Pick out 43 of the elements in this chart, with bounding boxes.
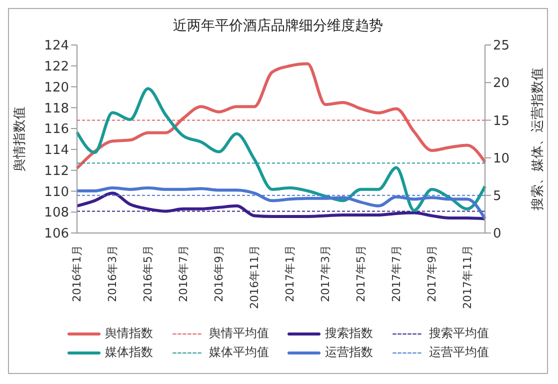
chart-title: 近两年平价酒店品牌细分维度趋势	[172, 17, 384, 35]
legend-label: 舆情平均值	[209, 325, 269, 342]
y2-tick-label: 0	[493, 226, 502, 242]
y2-tick-label: 20	[493, 76, 510, 92]
x-tick-label: 2017年3月	[318, 245, 332, 302]
x-tick-label: 2016年5月	[141, 245, 154, 302]
x-tick-label: 2016年1月	[70, 245, 84, 302]
y2-tick-label: 10	[493, 151, 510, 166]
x-tick-label: 2017年9月	[425, 245, 438, 302]
x-tick-label: 2016年9月	[212, 245, 226, 302]
x-tick-label: 2016年7月	[176, 245, 190, 302]
y-tick-label: 122	[44, 60, 69, 75]
y-tick-label: 110	[44, 184, 69, 200]
legend-label: 舆情指数	[105, 325, 153, 342]
legend-label: 运营指数	[325, 344, 373, 361]
y2-tick-label: 5	[493, 189, 502, 204]
legend-label: 搜索平均值	[429, 325, 489, 342]
y2-tick-label: 15	[493, 114, 510, 129]
line-series	[76, 87, 486, 212]
legend-label: 运营平均值	[429, 344, 489, 361]
y2-axis-title: 搜索、媒体、运营指数值	[530, 68, 546, 210]
legend-label: 媒体平均值	[209, 344, 269, 361]
x-tick-label: 2017年11月	[460, 245, 474, 309]
legend-label: 媒体指数	[105, 344, 153, 361]
y-axis-title: 舆情指数值	[12, 106, 28, 172]
y2-tick-label: 25	[493, 38, 510, 54]
legend-label: 搜索指数	[325, 325, 373, 342]
y-tick-label: 112	[44, 164, 69, 179]
y-tick-label: 116	[44, 122, 69, 138]
y-tick-label: 114	[44, 143, 69, 158]
x-tick-label: 2017年5月	[354, 245, 368, 302]
y-tick-label: 108	[44, 206, 69, 221]
y-tick-label: 118	[44, 101, 69, 116]
line-series	[76, 62, 486, 170]
line-series	[76, 192, 486, 220]
x-tick-label: 2017年7月	[390, 245, 403, 302]
x-tick-label: 2016年11月	[248, 245, 261, 309]
y-tick-label: 124	[44, 38, 69, 54]
line-series	[76, 186, 486, 220]
x-tick-label: 2017年1月	[283, 245, 296, 302]
y-tick-label: 106	[44, 226, 69, 242]
y-tick-label: 120	[44, 80, 69, 96]
x-tick-label: 2016年3月	[106, 245, 119, 302]
